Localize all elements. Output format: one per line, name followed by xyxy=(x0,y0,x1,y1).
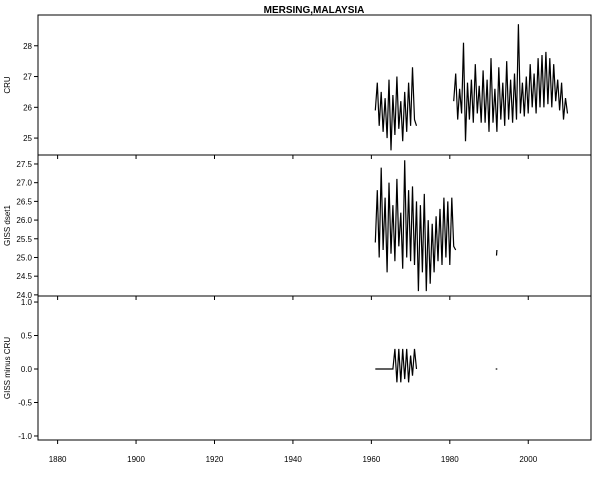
y-axis-label: CRU xyxy=(3,76,12,94)
x-tick-label: 1880 xyxy=(49,455,67,464)
x-tick-label: 1940 xyxy=(284,455,302,464)
y-tick-label: 25.0 xyxy=(16,253,32,262)
y-tick-label: 28 xyxy=(23,42,32,51)
x-tick-label: 1900 xyxy=(127,455,145,464)
y-axis-label: GISS dset1 xyxy=(3,205,12,246)
y-tick-label: 27 xyxy=(23,73,32,82)
y-tick-label: 26.0 xyxy=(16,216,32,225)
x-tick-label: 1980 xyxy=(441,455,459,464)
x-tick-label: 2000 xyxy=(519,455,537,464)
y-tick-label: 0.5 xyxy=(21,332,33,341)
y-tick-label: 25 xyxy=(23,134,32,143)
y-tick-label: 25.5 xyxy=(16,235,32,244)
y-tick-label: -1.0 xyxy=(18,432,32,441)
panel-frame xyxy=(38,155,591,296)
x-tick-label: 1920 xyxy=(206,455,224,464)
series-line xyxy=(375,349,416,383)
y-tick-label: 1.0 xyxy=(21,298,33,307)
y-tick-label: 26.5 xyxy=(16,197,32,206)
x-tick-label: 1960 xyxy=(362,455,380,464)
series-line xyxy=(454,24,568,141)
y-tick-label: 26 xyxy=(23,103,32,112)
series-line xyxy=(375,160,455,291)
y-axis-label: GISS minus CRU xyxy=(3,337,12,399)
y-tick-label: 27.0 xyxy=(16,179,32,188)
panel-frame xyxy=(38,296,591,440)
series-line xyxy=(375,67,416,150)
chart-title: MERSING,MALAYSIA xyxy=(264,5,365,16)
y-tick-label: 27.5 xyxy=(16,160,32,169)
y-tick-label: -0.5 xyxy=(18,398,32,407)
y-tick-label: 24.5 xyxy=(16,272,32,281)
y-tick-label: 0.0 xyxy=(21,365,33,374)
